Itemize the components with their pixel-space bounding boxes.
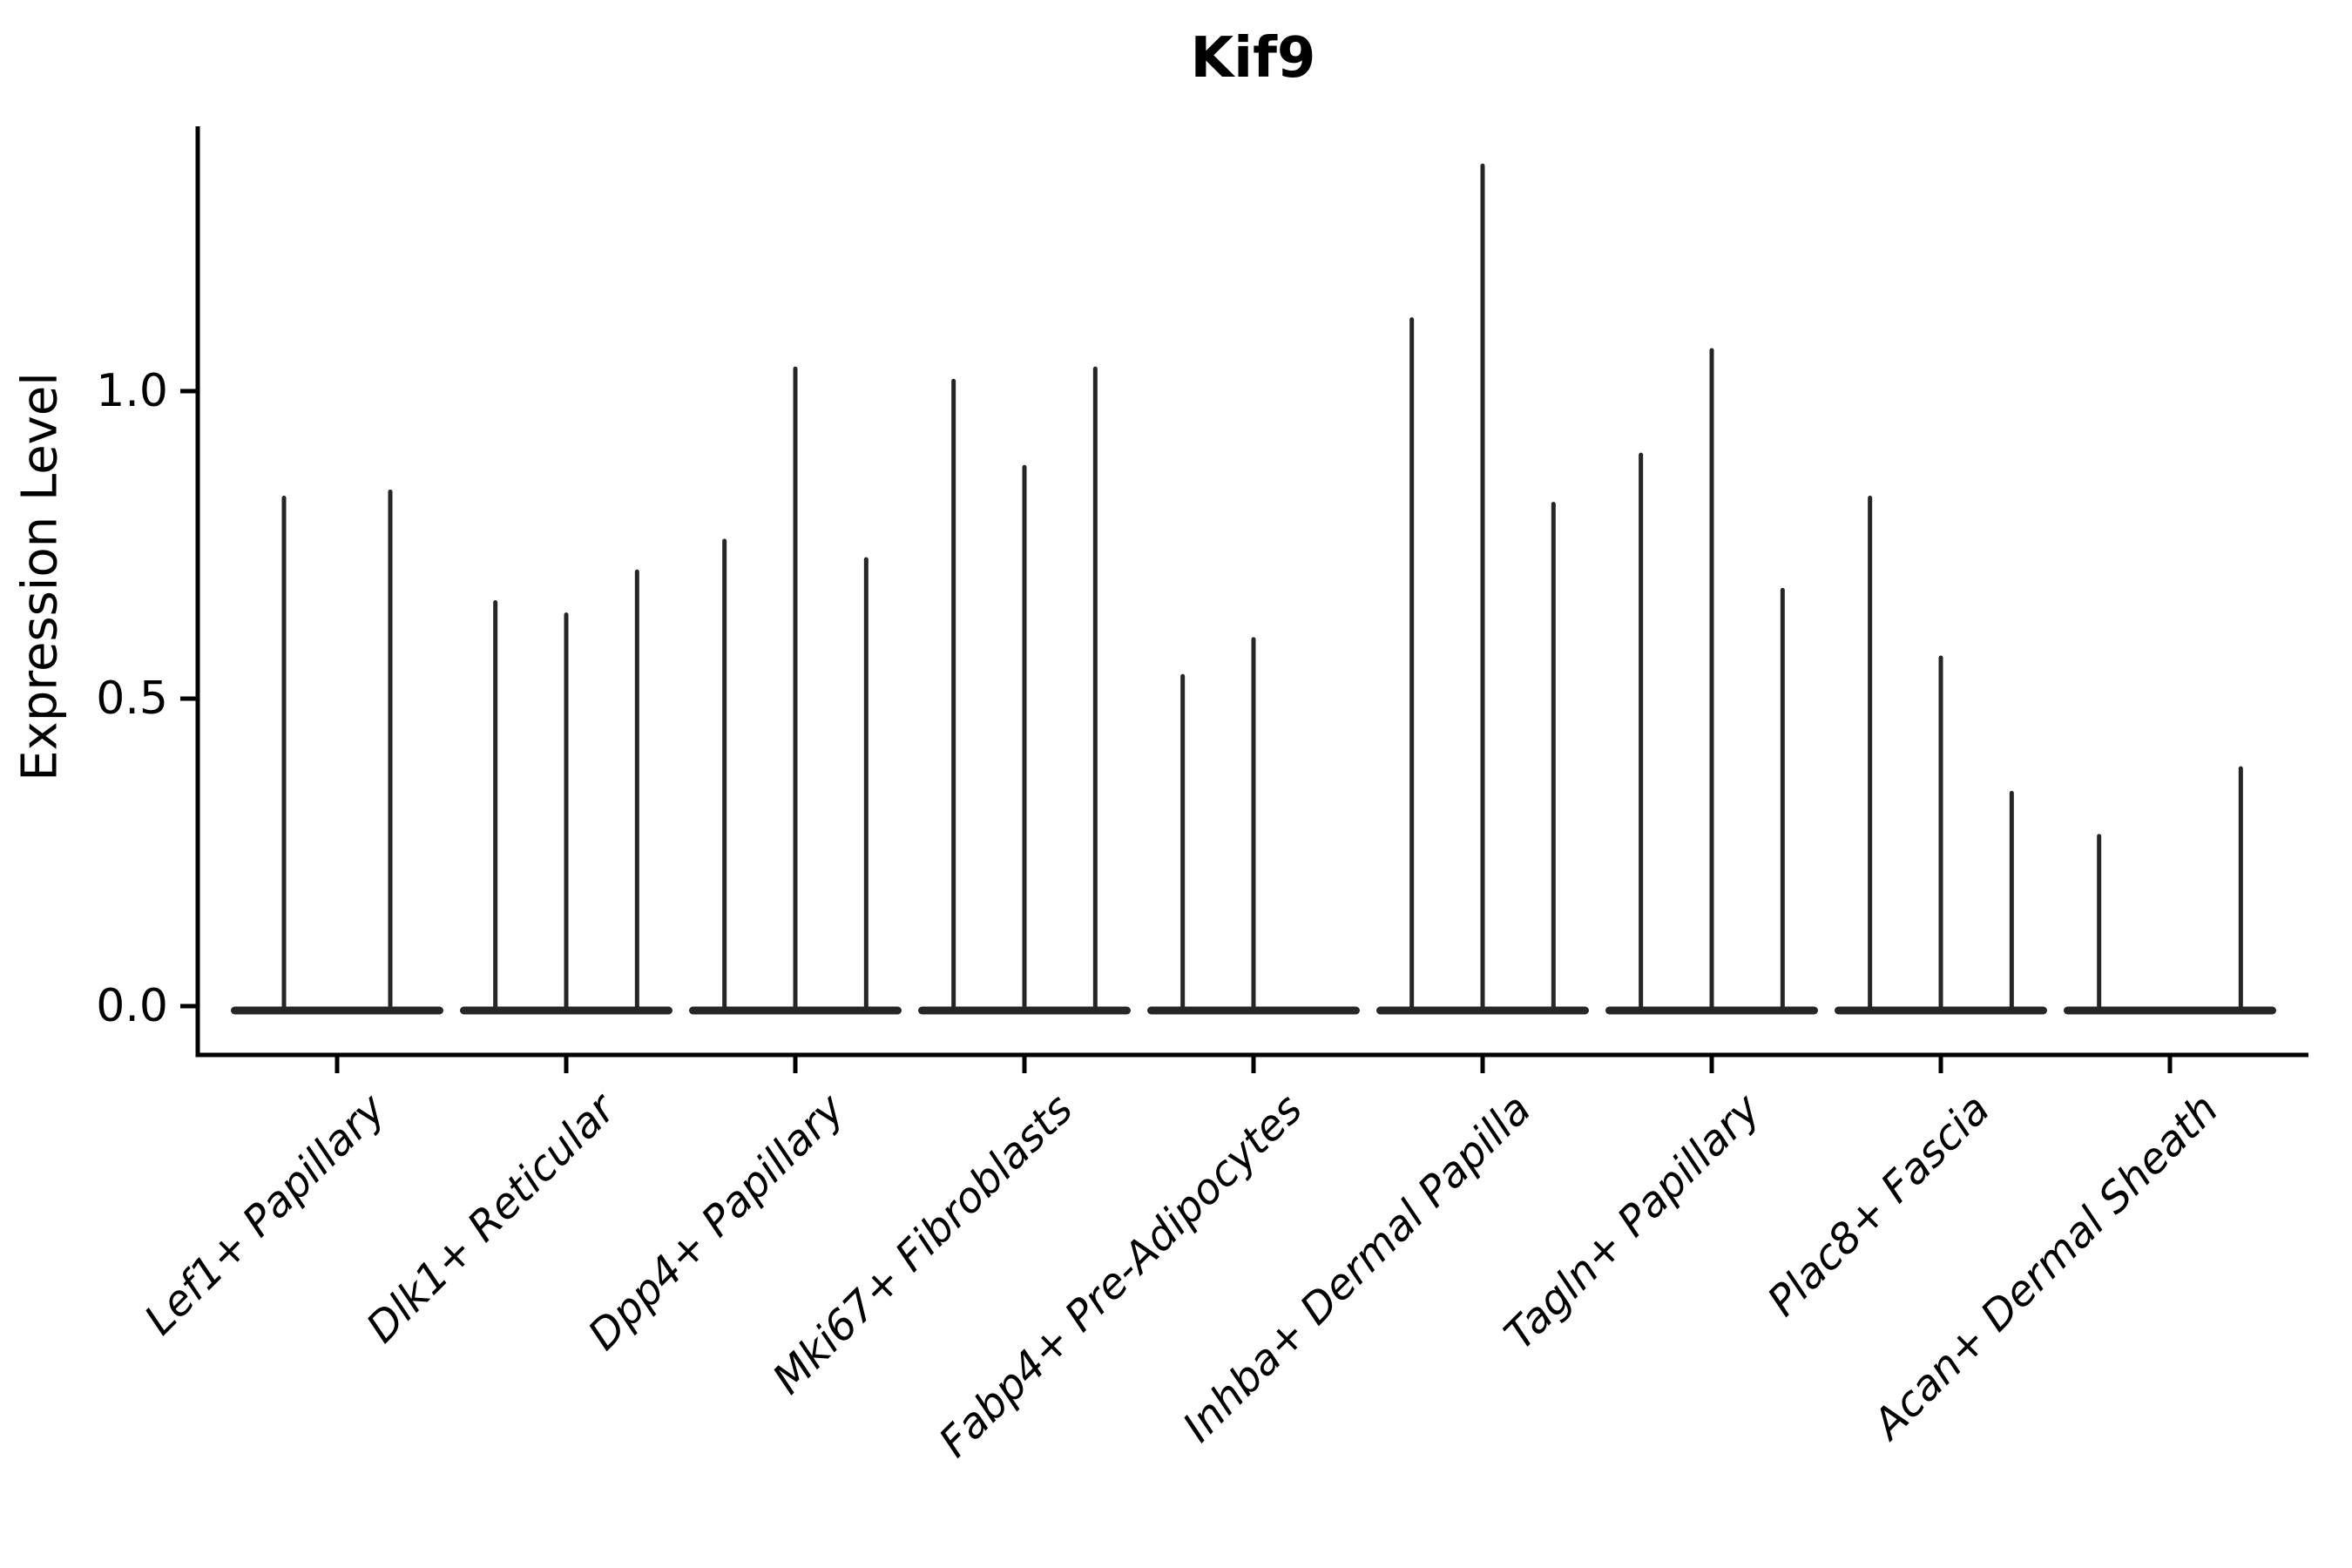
plot-title: Kif9 [1190, 26, 1316, 91]
violin-spike [1480, 163, 1485, 1010]
x-tick [1022, 1057, 1027, 1073]
y-tick-label: 0.0 [96, 980, 168, 1032]
y-tick [180, 389, 198, 394]
x-tick [1480, 1057, 1485, 1073]
violin-spike [793, 366, 798, 1010]
x-tick [1251, 1057, 1256, 1073]
x-tick [793, 1057, 798, 1073]
violin-spike [2097, 834, 2102, 1010]
violin-baseline [231, 1006, 443, 1015]
y-tick-label: 0.5 [96, 672, 168, 725]
violin-spike [564, 612, 569, 1010]
violin-spike [863, 557, 868, 1010]
violin-spike [1551, 502, 1556, 1010]
violin-spike [388, 489, 393, 1010]
violin-spike [2238, 766, 2243, 1010]
violin-spike [1868, 496, 1873, 1010]
y-tick [180, 696, 198, 701]
violin-spike [1409, 317, 1415, 1010]
violin-spike [1251, 637, 1256, 1010]
violin-spike [2009, 790, 2014, 1010]
y-axis-spine [195, 126, 200, 1057]
x-tick [335, 1057, 340, 1073]
violin-spike [951, 378, 956, 1010]
x-tick [564, 1057, 569, 1073]
violin-spike [1180, 673, 1186, 1010]
violin-spike [1022, 464, 1027, 1010]
x-tick [1938, 1057, 1943, 1073]
x-tick [2167, 1057, 2173, 1073]
violin-spike [722, 538, 727, 1010]
violin-spike [1780, 587, 1785, 1010]
violin-spike [281, 496, 287, 1010]
violin-spike [493, 600, 498, 1010]
violin-baseline [2064, 1006, 2276, 1015]
violin-spike [1938, 655, 1943, 1010]
x-axis-spine [195, 1052, 2308, 1058]
y-axis-label: Expression Level [11, 372, 69, 781]
violin-spike [634, 569, 639, 1010]
y-tick [180, 1004, 198, 1009]
violin-spike [1709, 348, 1714, 1011]
violin-spike [1639, 452, 1644, 1010]
violin-spike [1092, 366, 1098, 1010]
y-tick-label: 1.0 [96, 365, 168, 417]
x-tick [1709, 1057, 1714, 1073]
